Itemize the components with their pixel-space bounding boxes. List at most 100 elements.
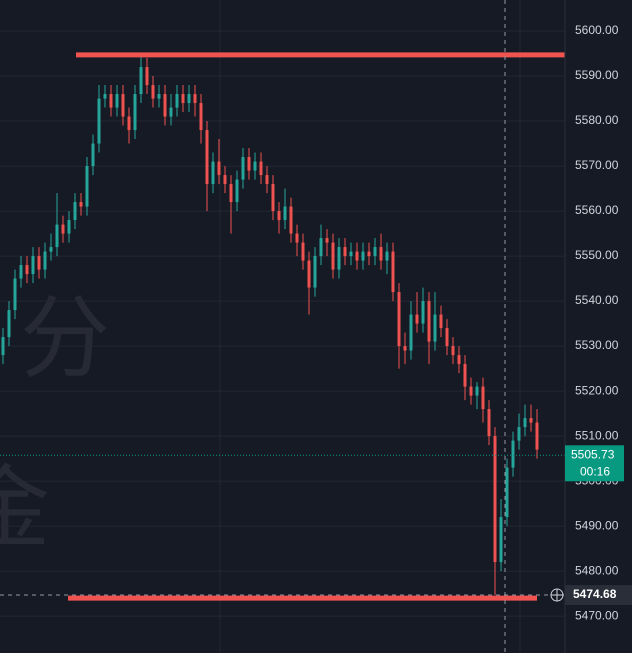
- y-tick-label: 5580.00: [575, 113, 619, 127]
- candle-body: [391, 251, 395, 293]
- candle-body: [439, 314, 443, 329]
- candle-body: [523, 418, 527, 428]
- crosshair-label: 5474.68: [573, 587, 617, 601]
- candle-body: [7, 310, 11, 338]
- y-tick-label: 5490.00: [575, 518, 619, 532]
- candle-body: [367, 251, 371, 257]
- last-price-badge: [565, 445, 624, 482]
- candle-body: [487, 409, 491, 437]
- candle-body: [199, 103, 203, 131]
- candle-body: [91, 143, 95, 167]
- candle-body: [85, 166, 89, 207]
- candle-body: [385, 251, 389, 261]
- candle-body: [271, 184, 275, 212]
- y-tick-label: 5600.00: [575, 23, 619, 37]
- candle-body: [457, 355, 461, 365]
- candle-body: [145, 67, 149, 86]
- candle-body: [247, 157, 251, 171]
- candle-body: [511, 440, 515, 468]
- candle-body: [277, 211, 281, 221]
- candle-body: [373, 247, 377, 257]
- candle-body: [265, 175, 269, 185]
- candle-body: [307, 260, 311, 288]
- candle-body: [361, 251, 365, 261]
- y-tick-label: 5550.00: [575, 248, 619, 262]
- candle-body: [157, 94, 161, 99]
- candle-body: [235, 179, 239, 203]
- candle-body: [505, 467, 509, 518]
- candle-body: [79, 202, 83, 207]
- candle-body: [301, 242, 305, 261]
- candle-body: [223, 175, 227, 185]
- candle-body: [469, 386, 473, 396]
- candle-body: [181, 94, 185, 104]
- candle-body: [73, 202, 77, 221]
- candle-body: [127, 116, 131, 131]
- candle-body: [115, 94, 119, 108]
- y-tick-label: 5510.00: [575, 428, 619, 442]
- y-tick-label: 5470.00: [575, 608, 619, 622]
- countdown-label: 00:16: [580, 464, 610, 478]
- candle-body: [433, 314, 437, 342]
- candle-body: [427, 301, 431, 342]
- candle-body: [229, 184, 233, 203]
- candle-body: [55, 224, 59, 248]
- candle-body: [103, 94, 107, 99]
- candle-body: [355, 251, 359, 261]
- candle-body: [517, 427, 521, 441]
- candle-body: [37, 256, 41, 270]
- candle-body: [451, 346, 455, 356]
- candle-body: [31, 256, 35, 275]
- candle-body: [481, 386, 485, 410]
- candle-body: [445, 328, 449, 347]
- candle-body: [49, 247, 53, 252]
- candle-body: [379, 247, 383, 261]
- crosshair-badge: [565, 585, 632, 606]
- candle-body: [217, 161, 221, 176]
- y-tick-label: 5540.00: [575, 293, 619, 307]
- y-tick-label: 5590.00: [575, 68, 619, 82]
- candle-body: [343, 247, 347, 257]
- candle-body: [211, 161, 215, 185]
- y-tick-label: 5520.00: [575, 383, 619, 397]
- candle-body: [403, 346, 407, 351]
- crosshair-plus-icon: [551, 589, 563, 602]
- candle-body: [43, 251, 47, 270]
- candle-body: [205, 130, 209, 185]
- candle-body: [409, 314, 413, 351]
- candle-body: [61, 224, 65, 234]
- candle-body: [283, 206, 287, 221]
- candle-body: [463, 364, 467, 387]
- candle-body: [67, 220, 71, 234]
- candle-body: [313, 256, 317, 288]
- candle-body: [421, 301, 425, 324]
- candle-body: [295, 233, 299, 243]
- price-axis: [565, 0, 632, 653]
- candle-body: [25, 265, 29, 275]
- candle-body: [151, 85, 155, 99]
- candle-body: [259, 161, 263, 176]
- candle-body: [121, 94, 125, 117]
- candle-body: [1, 337, 5, 356]
- candle-body: [241, 157, 245, 180]
- y-tick-label: 5570.00: [575, 158, 619, 172]
- candle-body: [169, 107, 173, 117]
- candle-body: [319, 238, 323, 257]
- candle-body: [499, 517, 503, 563]
- candle-body: [529, 418, 533, 423]
- candle-body: [97, 98, 101, 144]
- candle-body: [109, 94, 113, 108]
- y-tick-label: 5480.00: [575, 563, 619, 577]
- candle-body: [163, 94, 167, 117]
- candle-body: [13, 278, 17, 311]
- candle-body: [187, 94, 191, 104]
- candle-body: [325, 238, 329, 243]
- candle-body: [493, 436, 497, 563]
- candle-body: [331, 242, 335, 270]
- watermark: 金: [0, 459, 50, 559]
- candle-body: [175, 94, 179, 108]
- watermark: 分: [20, 289, 110, 389]
- candle-body: [337, 247, 341, 270]
